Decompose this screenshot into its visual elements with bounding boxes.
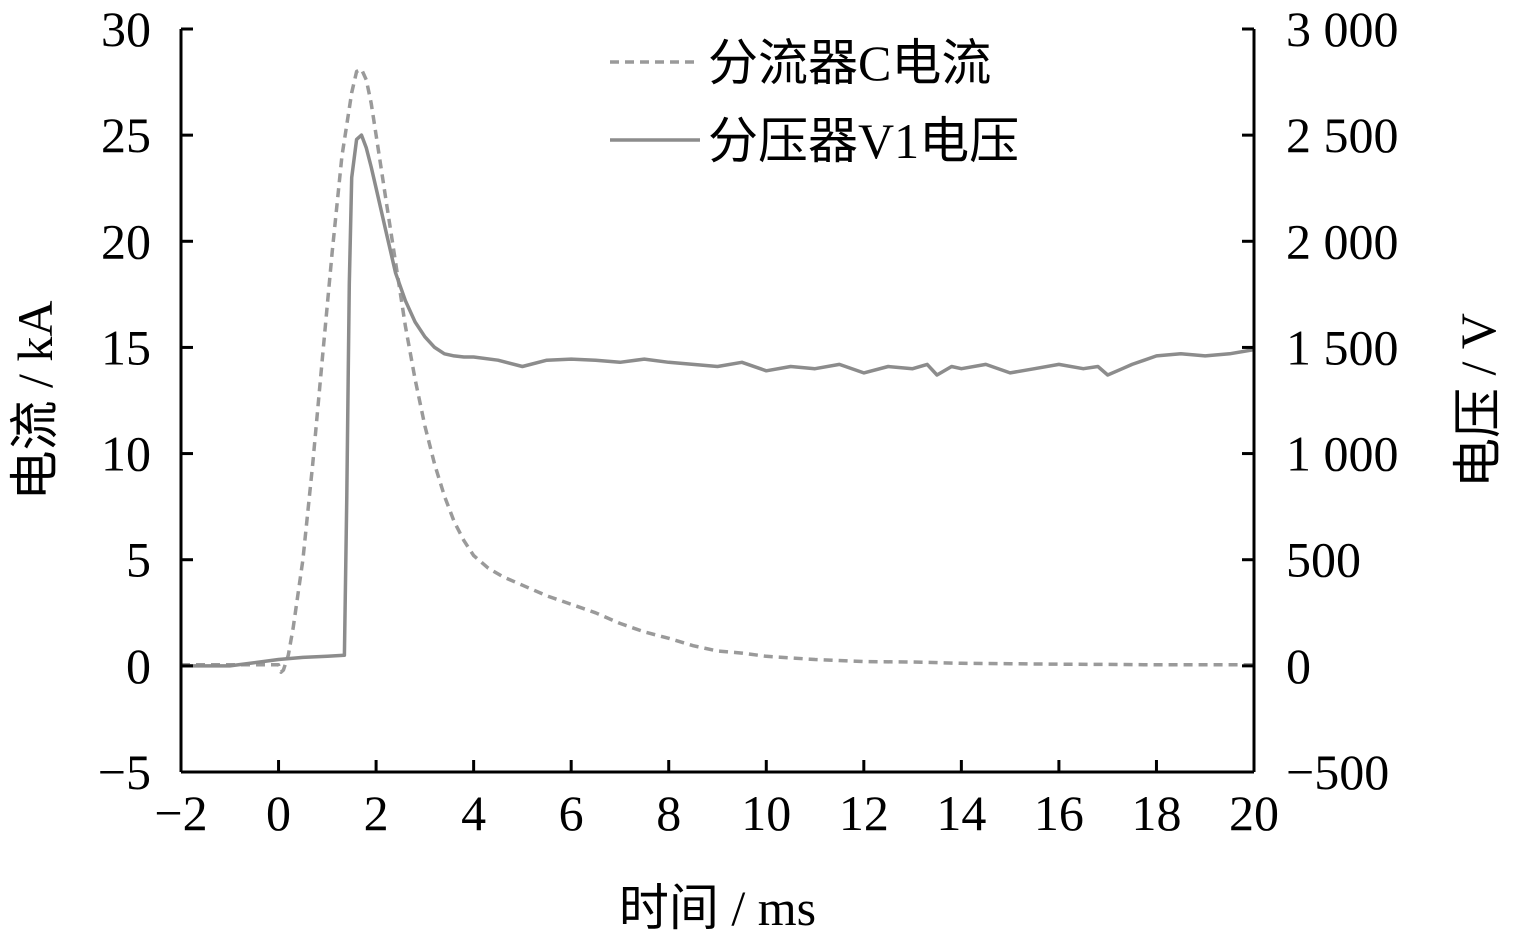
x-tick-label: 4	[461, 785, 486, 841]
x-tick-label: −2	[154, 785, 207, 841]
y-right-tick-label: 1 500	[1286, 319, 1399, 375]
series-line-voltage	[181, 133, 1255, 668]
y-left-tick-label: −5	[98, 744, 151, 800]
x-tick-label: 14	[936, 785, 986, 841]
y-right-tick-label: 3 000	[1286, 1, 1399, 57]
y-right-tick-label: 2 000	[1286, 213, 1399, 269]
x-tick-label: 10	[741, 785, 791, 841]
y-left-axis-title: 电流 / kA	[7, 301, 63, 501]
x-tick-label: 16	[1034, 785, 1084, 841]
x-tick-label: 6	[559, 785, 584, 841]
axes-layer	[179, 29, 1256, 774]
y-right-tick-label: −500	[1286, 744, 1389, 800]
x-tick-label: 18	[1131, 785, 1181, 841]
legend-label-voltage: 分压器V1电压	[708, 113, 1019, 169]
series-line-current	[181, 67, 1254, 674]
y-right-tick-label: 500	[1286, 532, 1361, 588]
ticks-layer: −2 0 2 4 6 8 10 12 14 16 18 20 −5 0 5 10 15 20 25 30 −500 0 50…	[98, 1, 1399, 841]
y-right-tick-label: 1 000	[1286, 426, 1399, 482]
y-left-tick-label: 5	[126, 532, 151, 588]
x-tick-label: 8	[656, 785, 681, 841]
x-tick-label: 20	[1229, 785, 1279, 841]
y-left-tick-label: 10	[101, 426, 151, 482]
y-left-tick-label: 0	[126, 638, 151, 694]
x-axis-title: 时间 / ms	[619, 880, 816, 936]
legend: 分流器C电流 分压器V1电压	[610, 35, 1019, 169]
y-left-tick-label: 20	[101, 213, 151, 269]
x-tick-label: 2	[364, 785, 389, 841]
legend-label-current: 分流器C电流	[708, 35, 991, 91]
y-right-axis-title: 电压 / V	[1450, 313, 1506, 488]
y-left-tick-label: 15	[101, 319, 151, 375]
series-layer	[181, 67, 1255, 674]
x-tick-label: 12	[839, 785, 889, 841]
y-right-tick-label: 2 500	[1286, 107, 1399, 163]
y-left-tick-label: 25	[101, 107, 151, 163]
y-right-tick-label: 0	[1286, 638, 1311, 694]
y-left-tick-label: 30	[101, 1, 151, 57]
x-tick-label: 0	[266, 785, 291, 841]
